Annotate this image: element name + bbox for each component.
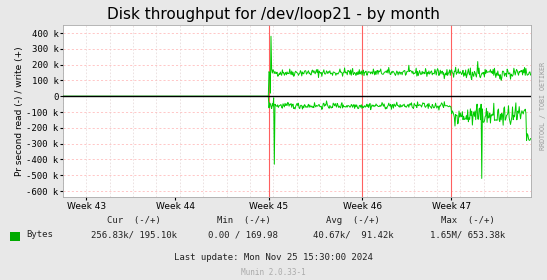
Text: 1.65M/ 653.38k: 1.65M/ 653.38k (430, 230, 505, 239)
Text: Cur  (-/+): Cur (-/+) (107, 216, 161, 225)
Text: Min  (-/+): Min (-/+) (217, 216, 270, 225)
Y-axis label: Pr second read (-) / write (+): Pr second read (-) / write (+) (15, 46, 24, 176)
Text: Munin 2.0.33-1: Munin 2.0.33-1 (241, 268, 306, 277)
Text: 0.00 / 169.98: 0.00 / 169.98 (208, 230, 278, 239)
Text: 40.67k/  91.42k: 40.67k/ 91.42k (312, 230, 393, 239)
Text: Last update: Mon Nov 25 15:30:00 2024: Last update: Mon Nov 25 15:30:00 2024 (174, 253, 373, 262)
Text: Disk throughput for /dev/loop21 - by month: Disk throughput for /dev/loop21 - by mon… (107, 7, 440, 22)
Text: Bytes: Bytes (26, 230, 53, 239)
Text: 256.83k/ 195.10k: 256.83k/ 195.10k (91, 230, 177, 239)
Text: Avg  (-/+): Avg (-/+) (326, 216, 380, 225)
Text: Max  (-/+): Max (-/+) (441, 216, 494, 225)
Text: RRDTOOL / TOBI OETIKER: RRDTOOL / TOBI OETIKER (540, 62, 546, 150)
